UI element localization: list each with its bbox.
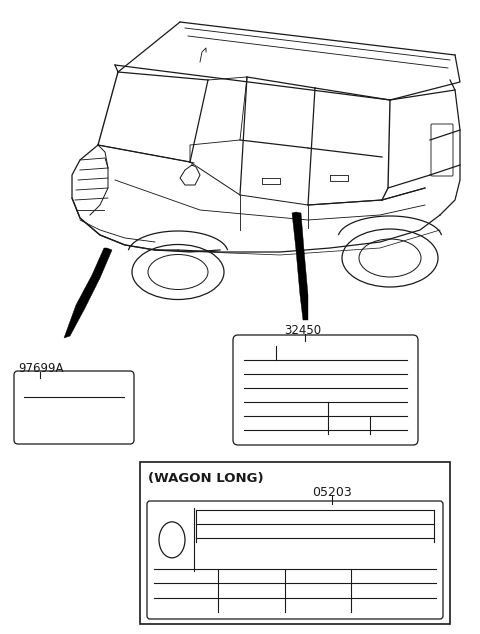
FancyBboxPatch shape [233, 335, 418, 445]
Polygon shape [180, 165, 200, 185]
Bar [140, 462, 450, 624]
FancyBboxPatch shape [147, 501, 443, 619]
FancyBboxPatch shape [14, 371, 134, 444]
Polygon shape [64, 248, 112, 338]
Text: 97699A: 97699A [18, 362, 63, 375]
Text: 32450: 32450 [284, 324, 321, 337]
Polygon shape [292, 212, 308, 320]
FancyBboxPatch shape [431, 124, 453, 176]
Text: 05203: 05203 [312, 486, 352, 499]
Text: (WAGON LONG): (WAGON LONG) [148, 472, 264, 485]
